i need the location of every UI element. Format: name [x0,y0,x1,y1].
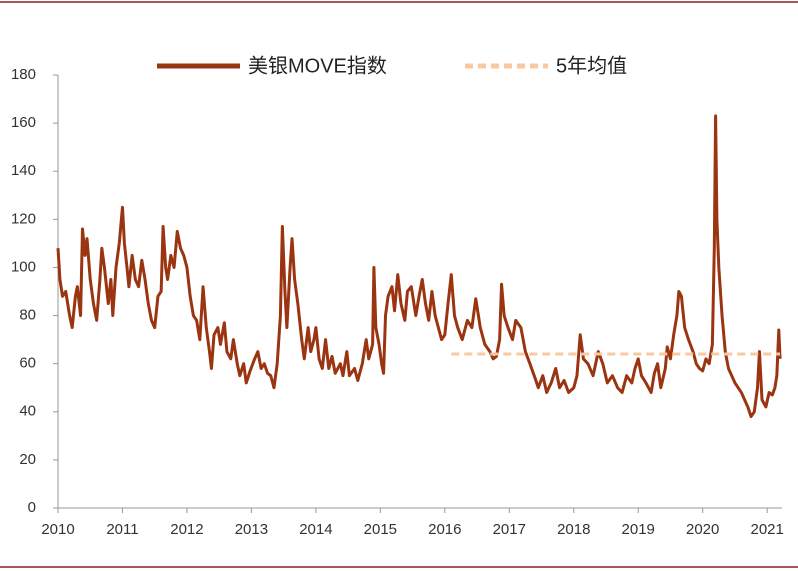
x-tick-label: 2013 [235,521,268,538]
series-line [56,114,782,419]
y-tick-label: 20 [19,451,36,468]
x-tick-label: 2019 [622,521,655,538]
x-tick-label: 2014 [299,521,332,538]
y-tick-label: 160 [11,114,36,131]
x-tick-label: 2010 [41,521,74,538]
y-tick-label: 100 [11,258,36,275]
y-tick-label: 140 [11,162,36,179]
x-tick-label: 2020 [686,521,719,538]
y-tick-label: 120 [11,210,36,227]
x-tick-label: 2017 [493,521,526,538]
x-tick-label: 2011 [106,521,138,538]
x-tick-label: 2012 [170,521,203,538]
y-tick-label: 0 [28,499,36,516]
legend-label: 美银MOVE指数 [248,54,387,77]
x-tick-label: 2016 [428,521,461,538]
legend-label: 5年均值 [556,54,627,77]
x-tick-label: 2015 [364,521,397,538]
y-tick-label: 180 [11,66,36,83]
y-tick-label: 60 [19,355,36,372]
y-tick-label: 40 [19,403,36,420]
x-tick-label: 2021 [750,521,783,538]
x-tick-label: 2018 [557,521,590,538]
y-tick-label: 80 [19,307,36,324]
